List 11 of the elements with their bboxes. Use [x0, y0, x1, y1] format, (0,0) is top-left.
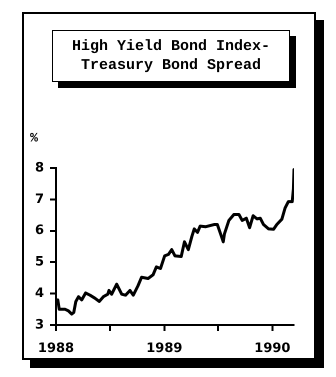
y-tick-label: 7 — [34, 192, 44, 207]
y-tick-label: 4 — [34, 286, 44, 301]
y-tick-label: 6 — [34, 223, 44, 238]
y-axis-title: % — [30, 130, 38, 146]
x-tick-label: 1988 — [38, 341, 74, 356]
y-tick-label: 8 — [34, 160, 44, 176]
x-tick-label: 1990 — [254, 341, 290, 356]
chart-title: High Yield Bond Index- Treasury Bond Spread — [70, 37, 272, 75]
y-tick-label: 5 — [34, 254, 44, 270]
y-tick-label: 3 — [34, 317, 44, 332]
x-tick-label: 1989 — [146, 341, 182, 356]
